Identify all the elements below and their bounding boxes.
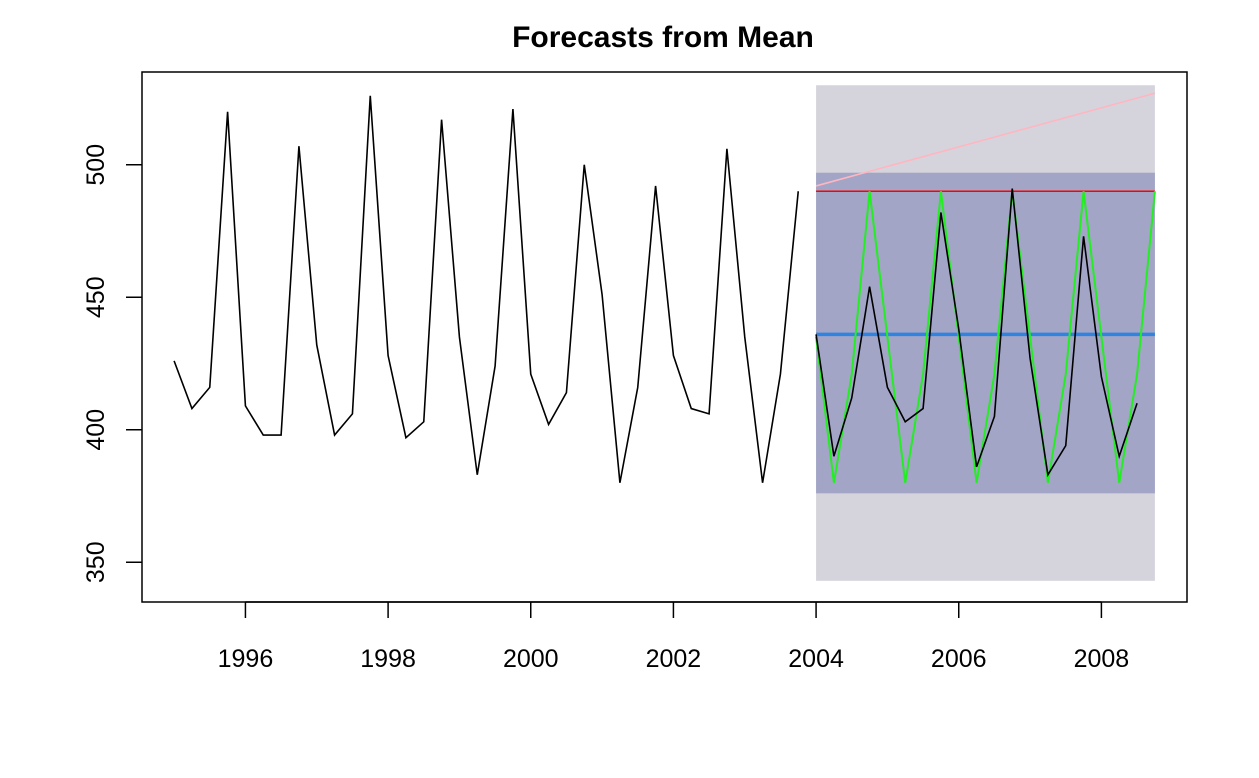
history-line [173,95,800,483]
y-tick-label: 400 [82,409,110,451]
y-axis: 350 400 450 500 [82,144,142,583]
x-tick-label: 1996 [218,645,274,673]
y-tick-label: 350 [82,541,110,583]
series-lines [173,92,1156,483]
x-tick-label: 2004 [788,645,844,673]
overlay-line-3 [815,191,1156,483]
chart-title: Forecasts from Mean [512,21,814,54]
x-tick-label: 2000 [503,645,559,673]
overlay-line-2 [815,92,1156,187]
overlay-line-4 [815,188,1138,478]
x-tick-label: 1998 [360,645,416,673]
y-tick-label: 450 [82,276,110,318]
y-tick-label: 500 [82,144,110,186]
x-tick-label: 2006 [931,645,987,673]
x-axis: 1996 1998 2000 2002 2004 2006 2008 [218,601,1130,673]
x-tick-label: 2008 [1074,645,1130,673]
x-tick-label: 2002 [646,645,702,673]
